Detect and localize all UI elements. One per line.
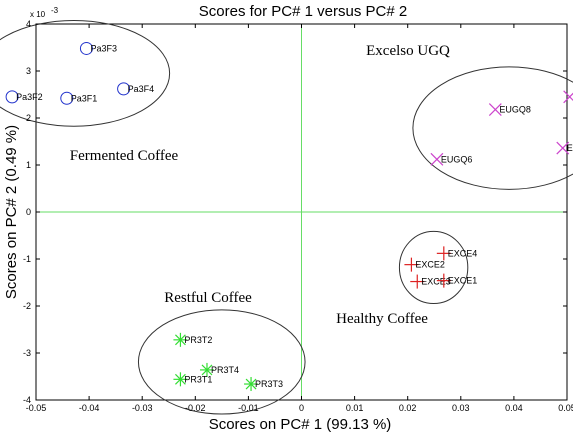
point-label: PR3T1 [184, 374, 212, 384]
point-label: EXCE4 [448, 248, 478, 258]
data-point [436, 273, 451, 288]
y-tick-label: -4 [23, 395, 31, 405]
x-tick-label: -0.05 [26, 403, 47, 413]
point-label: PR3T4 [211, 365, 239, 375]
x-tick-label: -0.03 [132, 403, 153, 413]
chart-title: Scores for PC# 1 versus PC# 2 [199, 3, 407, 20]
data-points: Pa3F3Pa3F2Pa3F1Pa3F4EUGQ8EUGQ9EUGQXEUGQ6… [5, 41, 573, 392]
data-point [117, 82, 131, 96]
point-label: PR3T2 [184, 335, 212, 345]
x-tick-label: 0.04 [505, 403, 523, 413]
data-point [430, 152, 444, 166]
x-tick-label: 0.03 [452, 403, 470, 413]
data-point [563, 90, 573, 104]
point-label: Pa3F3 [90, 43, 117, 53]
data-point [410, 274, 425, 289]
point-label: EXCE2 [415, 260, 445, 270]
x-tick-label: 0 [299, 403, 304, 413]
y-tick-label: -2 [23, 301, 31, 311]
y-tick-label: -3 [23, 348, 31, 358]
y-multiplier: x 10 -3 [30, 6, 59, 19]
y-axis-label: Scores on PC# 2 (0.49 %) [3, 125, 20, 299]
y-tick-label: -1 [23, 254, 31, 264]
group-label: Excelso UGQ [366, 43, 450, 59]
y-multiplier-exponent: -3 [51, 6, 59, 15]
x-tick-label: -0.01 [238, 403, 259, 413]
group-ellipse [398, 230, 469, 305]
point-label: EXCE3 [421, 277, 451, 287]
data-point [5, 90, 19, 104]
x-tick-label: 0.02 [399, 403, 417, 413]
y-tick-label: 3 [26, 66, 31, 76]
data-point [488, 103, 502, 116]
point-label: EUGQ8 [499, 105, 531, 115]
data-point [79, 41, 93, 55]
x-axis-ticks: -0.05 -0.04 -0.03 -0.02 -0.01 0 0.01 0.02 0.03 0.… [26, 24, 573, 413]
group-ellipses [0, 19, 573, 415]
zero-lines [36, 24, 567, 400]
data-point [556, 141, 570, 155]
group-ellipse [0, 19, 171, 127]
data-point [173, 372, 188, 387]
point-label: PR3T3 [255, 379, 283, 389]
point-label: EUGQX [567, 143, 573, 153]
point-label: Pa3F1 [71, 93, 98, 103]
y-tick-label: 0 [26, 207, 31, 217]
point-label: Pa3F2 [16, 92, 43, 102]
data-point [60, 91, 74, 105]
point-label: EXCE1 [448, 276, 478, 286]
point-label: EUGQ6 [441, 154, 473, 164]
y-multiplier-base: x 10 [30, 10, 46, 19]
data-point [404, 257, 419, 272]
point-label: Pa3F4 [128, 84, 155, 94]
group-labels: Fermented Coffee Excelso UGQ Healthy Coffe… [70, 43, 450, 327]
data-point [436, 246, 451, 261]
x-tick-label: -0.04 [79, 403, 100, 413]
group-label: Restful Coffee [164, 290, 252, 306]
data-point [173, 332, 188, 347]
x-tick-label: 0.01 [346, 403, 364, 413]
y-tick-label: 4 [26, 19, 31, 29]
group-ellipse [137, 309, 306, 415]
group-ellipse [412, 66, 573, 190]
x-axis-label: Scores on PC# 1 (99.13 %) [209, 416, 392, 433]
group-label: Fermented Coffee [70, 148, 179, 164]
data-point [244, 377, 259, 392]
data-point [199, 362, 214, 377]
y-axis-ticks: -4 -3 -2 -1 0 1 2 3 4 [23, 19, 567, 405]
x-tick-label: 0.05 [558, 403, 573, 413]
x-tick-label: -0.02 [185, 403, 206, 413]
y-tick-label: 1 [26, 160, 31, 170]
y-tick-label: 2 [26, 113, 31, 123]
group-label: Healthy Coffee [336, 311, 428, 327]
